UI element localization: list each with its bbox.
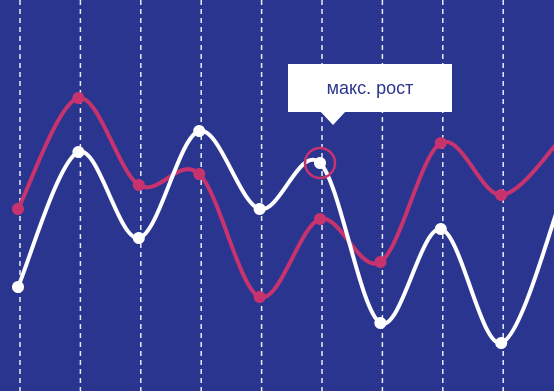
point	[193, 125, 206, 137]
point	[434, 137, 447, 149]
point	[253, 203, 266, 215]
point	[253, 291, 266, 303]
highlight-ring	[303, 146, 337, 180]
point	[193, 168, 206, 180]
point	[314, 213, 326, 225]
point	[374, 317, 387, 329]
callout-pointer	[320, 111, 346, 125]
callout-box	[288, 64, 452, 112]
line	[16, 96, 554, 300]
point	[314, 157, 326, 169]
point	[495, 189, 508, 201]
point	[72, 92, 85, 104]
callout: макс. рост	[288, 64, 452, 125]
point	[12, 203, 24, 215]
callout-text: макс. рост	[327, 78, 414, 98]
point	[12, 281, 24, 293]
series	[12, 92, 554, 349]
point	[132, 232, 145, 244]
point	[72, 146, 85, 158]
point	[495, 337, 508, 349]
point	[434, 223, 447, 235]
point	[132, 179, 145, 191]
line	[16, 128, 554, 345]
point	[374, 256, 387, 268]
